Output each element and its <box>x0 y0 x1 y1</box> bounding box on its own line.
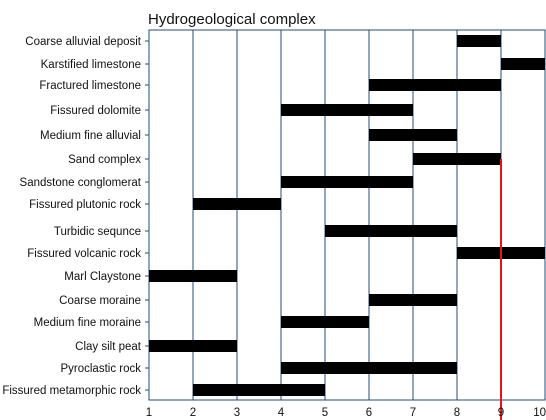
category-label: Fissured volcanic rock <box>27 248 141 260</box>
category-label: Fissured metamorphic rock <box>2 385 141 397</box>
category-labels: Coarse alluvial deposit Karstified limest… <box>2 36 149 397</box>
category-label: Clay silt peat <box>75 341 142 353</box>
range-bar <box>281 316 369 328</box>
category-label: Sand complex <box>68 154 141 166</box>
category-label: Fissured dolomite <box>50 105 141 117</box>
x-tick-label: 9 <box>498 407 504 419</box>
range-bar <box>193 198 281 210</box>
range-bar <box>457 35 501 47</box>
range-bar <box>369 79 501 91</box>
chart-title: Hydrogeological complex <box>148 11 316 28</box>
category-label: Pyroclastic rock <box>60 363 141 375</box>
range-bar <box>281 176 413 188</box>
category-label: Karstified limestone <box>41 59 141 71</box>
x-tick-label: 3 <box>234 407 240 419</box>
x-tick-label: 2 <box>190 407 196 419</box>
category-label: Fissured plutonic rock <box>29 199 141 211</box>
range-bar <box>149 270 237 282</box>
range-bar <box>149 340 237 352</box>
range-bar <box>369 294 457 306</box>
x-tick-label: 1 <box>146 407 152 419</box>
grid-lines <box>148 29 546 401</box>
range-bar <box>501 58 545 70</box>
category-label: Coarse moraine <box>59 295 141 307</box>
x-tick-label: 8 <box>454 407 460 419</box>
category-label: Sandstone conglomerat <box>20 177 142 189</box>
plot-frame <box>148 29 546 401</box>
category-label: Coarse alluvial deposit <box>25 36 142 48</box>
range-bars <box>149 35 545 396</box>
range-bar <box>193 384 325 396</box>
x-tick-label: 6 <box>366 407 372 419</box>
category-label: Medium fine alluvial <box>40 130 141 142</box>
range-bar <box>369 129 457 141</box>
category-label: Medium fine moraine <box>34 317 141 329</box>
range-bar <box>281 362 457 374</box>
range-bar <box>281 104 413 116</box>
category-label: Fractured limestone <box>39 80 141 92</box>
category-label: Marl Claystone <box>64 271 141 283</box>
x-tick-label: 5 <box>322 407 328 419</box>
range-bar <box>325 225 457 237</box>
range-bar <box>413 153 501 165</box>
x-tick-label: 10 <box>533 407 546 419</box>
category-label: Turbidic sequnce <box>54 226 141 238</box>
x-tick-label: 7 <box>410 407 416 419</box>
x-tick-label: 4 <box>278 407 285 419</box>
x-tick-labels: 1 2 3 4 5 6 7 8 9 10 <box>146 407 546 419</box>
